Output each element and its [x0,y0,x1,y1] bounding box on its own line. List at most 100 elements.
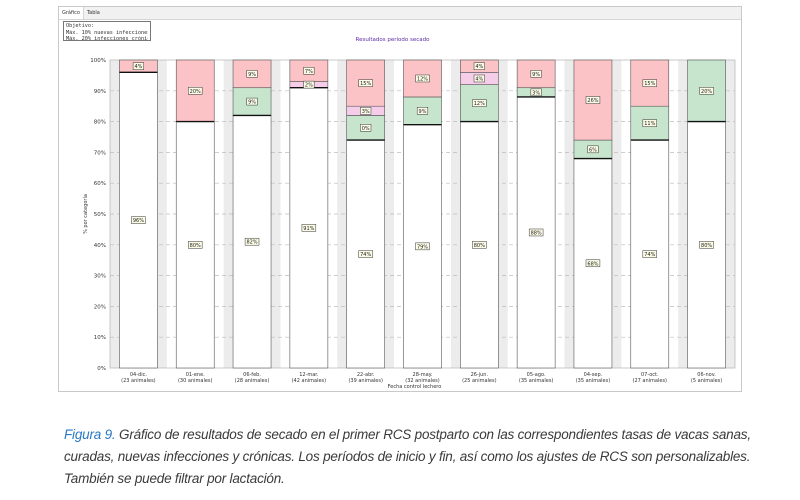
data-label: 3% [532,90,540,96]
x-tick-label: 12-mar. [299,372,319,378]
stacked-bar-chart: 0% 10% 20% 30% 40% 50% 60% 70% 80% 90% 100% Resulta… [82,36,736,390]
data-label: 12% [474,101,485,107]
data-label-box [642,119,657,127]
tab-tabla[interactable]: Tabla [86,10,100,16]
data-label: 91% [303,226,314,232]
data-label-box [642,79,657,87]
data-label: 26% [587,98,598,104]
bar-segment-sana [175,121,215,369]
data-label: 3% [362,109,370,115]
chart-window: Gráfico Tabla Objetivo: Máx. 10% nuevas i… [58,6,742,392]
data-label-box [699,87,714,95]
data-label: 6% [589,147,597,153]
x-tick-count: (5 animales) [691,378,722,384]
x-tick-count: (28 animales) [235,378,270,384]
tab-grafico[interactable]: Gráfico [59,7,84,19]
data-label: 15% [360,81,371,87]
data-label-box [188,87,203,95]
data-label: 88% [531,230,542,236]
data-label: 12% [417,76,428,82]
data-label-box [528,228,544,237]
data-label: 11% [644,121,655,127]
data-label-box [585,96,601,104]
data-label-box [473,62,485,70]
x-tick-label: 06-feb. [243,372,261,378]
data-label: 9% [419,109,427,115]
data-label-box [530,88,542,97]
y-tick-label: 0% [97,366,106,372]
y-tick-label: 80% [94,120,106,126]
caption-figure-label: Figura 9. [64,427,116,442]
data-label: 68% [587,261,598,267]
y-axis-label: % por categoría [82,194,89,234]
data-label: 0% [362,126,370,132]
data-label-box [415,242,430,251]
data-label: 79% [417,244,428,250]
x-tick-label: 22-abr. [357,372,375,378]
data-label-box [642,250,657,258]
data-label-box [303,80,315,89]
data-label: 9% [248,72,256,78]
data-label-box [530,70,542,78]
data-label-box [416,107,429,115]
y-tick-label: 40% [94,243,106,249]
data-label-box [246,70,258,78]
x-tick-label: 05-ago. [527,372,546,378]
x-tick-count: (32 animales) [405,378,440,384]
data-label-box [303,67,315,75]
data-label: 4% [134,64,142,70]
x-tick-count: (42 animales) [292,378,327,384]
tab-bar: Gráfico Tabla [59,7,741,20]
data-label: 82% [246,240,257,246]
x-tick-label: 01-ene. [186,372,205,378]
data-label: 74% [644,252,655,258]
data-label-box [587,145,599,154]
data-label: 74% [360,252,371,258]
data-label: 20% [701,89,712,95]
x-tick-count: (25 animales) [462,378,497,384]
caption-text: Gráfico de resultados de secado en el pr… [64,427,751,486]
data-label: 20% [190,89,201,95]
figure-caption: Figura 9. Gráfico de resultados de secad… [64,424,764,490]
y-tick-label: 20% [94,304,106,310]
x-tick-count: (39 animales) [348,378,383,384]
data-label-box [415,74,430,83]
x-axis-label: Fecha control lechero [388,384,442,390]
data-label-box [131,216,146,224]
x-tick-label: 28-may. [413,372,433,378]
y-tick-label: 100% [90,58,106,64]
x-tick-count: (23 animales) [121,378,156,384]
x-tick-label: 07-oct. [641,372,659,378]
data-label-box [360,107,372,115]
data-label-box [188,241,203,249]
data-label: 15% [644,81,655,87]
x-tick-label: 04-sep. [584,372,603,378]
data-label-box [360,124,372,132]
x-tick-label: 26-jun. [471,372,489,378]
chart-title: Resultados período secado [356,36,431,43]
data-label-box [358,250,373,258]
data-label-box [244,237,260,246]
x-tick-count: (30 animales) [178,378,213,384]
data-label: 80% [190,243,201,249]
y-tick-label: 70% [94,150,106,156]
y-tick-label: 60% [94,181,106,187]
data-label: 96% [133,218,144,224]
data-label-box [132,62,144,70]
data-label: 80% [701,243,712,249]
x-tick-count: (35 animales) [576,378,611,384]
data-label-box [358,79,373,87]
data-label-box [301,224,317,232]
x-tick-count: (27 animales) [633,378,668,384]
objective-title: Objetivo: [66,23,95,29]
y-tick-label: 50% [94,212,106,218]
y-tick-label: 90% [94,89,106,95]
data-label: 4% [475,64,483,70]
data-label: 80% [474,243,485,249]
data-label-box [246,97,258,106]
data-label: 2% [305,83,313,89]
data-label-box [473,74,485,83]
objective-line-2: Máx. 20% infecciones crónicas [66,36,148,42]
data-label: 9% [532,72,540,78]
y-tick-label: 30% [94,274,106,280]
